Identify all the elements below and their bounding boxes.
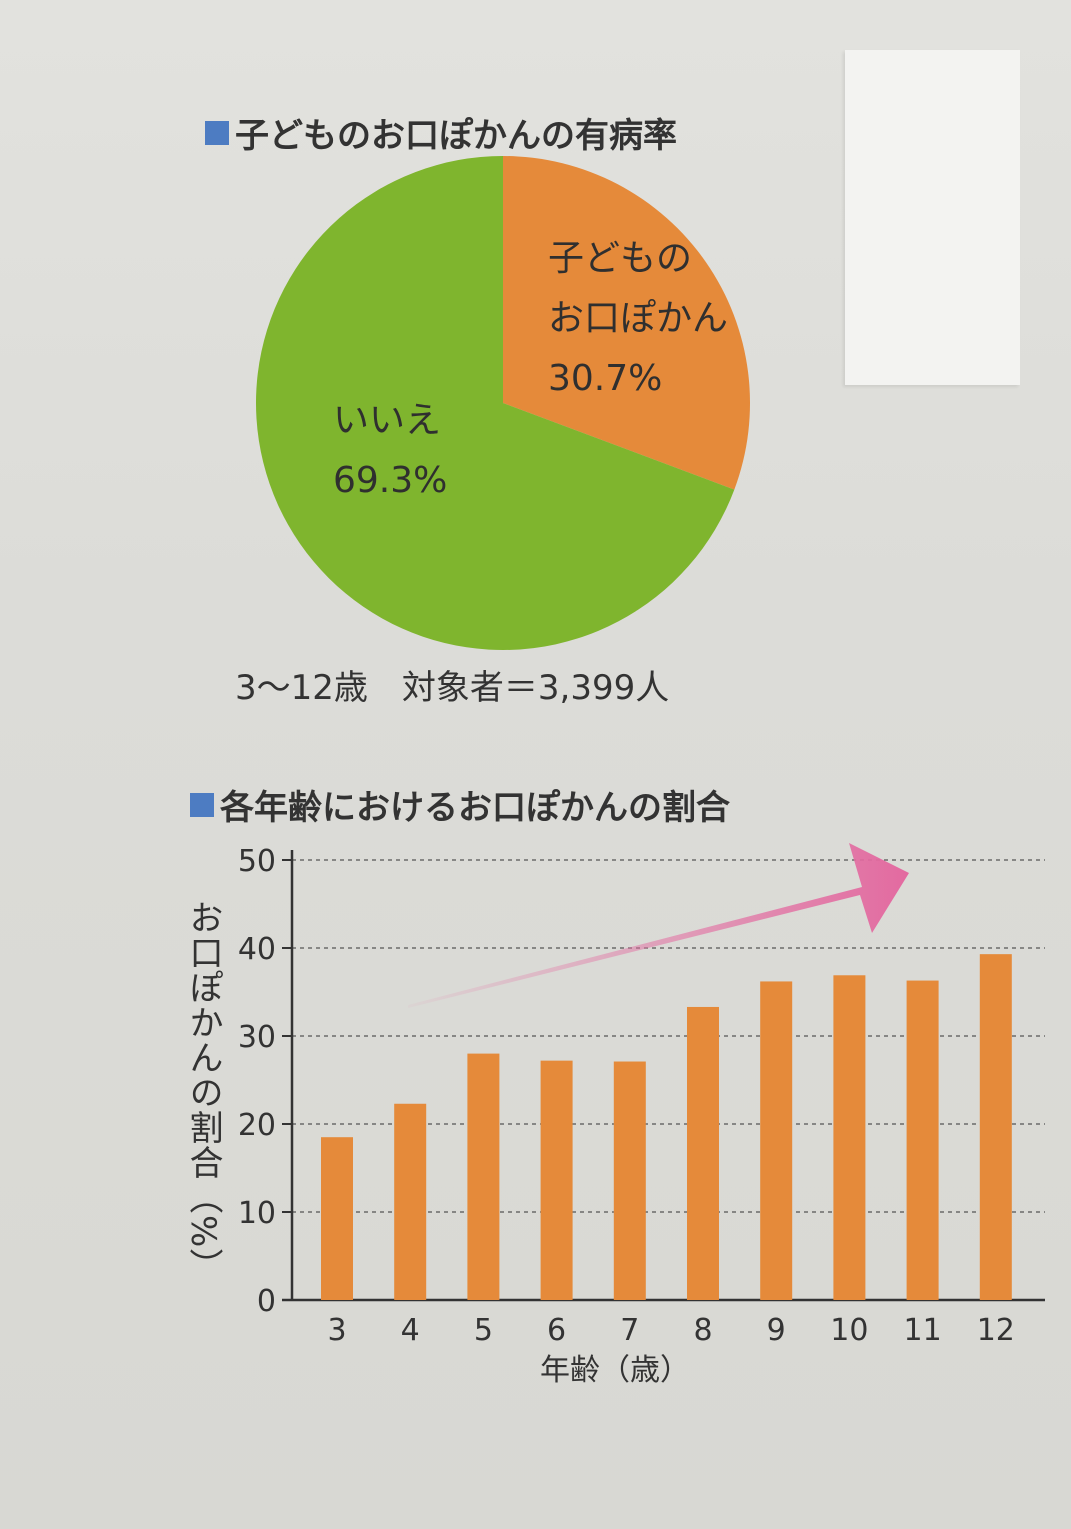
bar-age-4	[394, 1103, 427, 1300]
pie-chart-title: 子どものお口ぽかんの有病率	[205, 108, 677, 157]
bar-age-9	[760, 981, 793, 1300]
bar-age-6	[540, 1060, 573, 1300]
bar-age-8	[687, 1006, 719, 1300]
x-tick-label: 11	[904, 1313, 942, 1348]
bar-age-7	[613, 1061, 646, 1300]
y-axis-label: お口ぽかんの割合（%）	[183, 900, 223, 1284]
pie-label-iie: いいえ 69.3%	[333, 400, 447, 501]
x-tick-label: 12	[977, 1313, 1015, 1348]
y-tick-label: 40	[238, 932, 276, 967]
title-square-icon	[205, 120, 229, 145]
y-tick-label: 10	[238, 1196, 276, 1231]
x-tick-label: 8	[693, 1313, 712, 1348]
title-square-icon	[190, 792, 214, 817]
pie-caption: 3〜12歳 対象者＝3,399人	[235, 668, 670, 708]
x-tick-label: 5	[474, 1313, 493, 1348]
y-tick-label: 30	[238, 1020, 276, 1055]
bar-age-3	[321, 1137, 353, 1300]
x-axis-label: 年齢（歳）	[540, 1353, 690, 1388]
x-tick-label: 3	[327, 1313, 346, 1348]
bar-age-5	[467, 1053, 500, 1300]
x-tick-label: 6	[547, 1313, 566, 1348]
x-tick-label: 4	[401, 1313, 420, 1348]
trend-arrow-icon	[408, 843, 909, 1008]
x-tick-label: 7	[620, 1313, 639, 1348]
x-tick-label: 9	[767, 1313, 786, 1348]
x-tick-label: 10	[830, 1313, 868, 1348]
pie-chart: 子どものお口ぽかん 30.7% いいえ 69.3%	[255, 156, 750, 651]
pie-slice-okuchi-pokan	[503, 156, 750, 490]
bar-age-11	[906, 980, 939, 1300]
paper-tab	[845, 50, 1020, 385]
y-tick-label: 20	[238, 1108, 276, 1143]
pie-slice-iie	[255, 156, 735, 651]
bar-chart-title: 各年齢におけるお口ぽかんの割合	[190, 780, 730, 829]
y-tick-label: 50	[238, 844, 276, 879]
y-tick-label: 0	[257, 1284, 276, 1319]
bar-age-12	[979, 954, 1012, 1300]
pie-label-okuchi-pokan: 子どものお口ぽかん 30.7%	[548, 238, 728, 399]
bar-age-10	[833, 975, 866, 1300]
